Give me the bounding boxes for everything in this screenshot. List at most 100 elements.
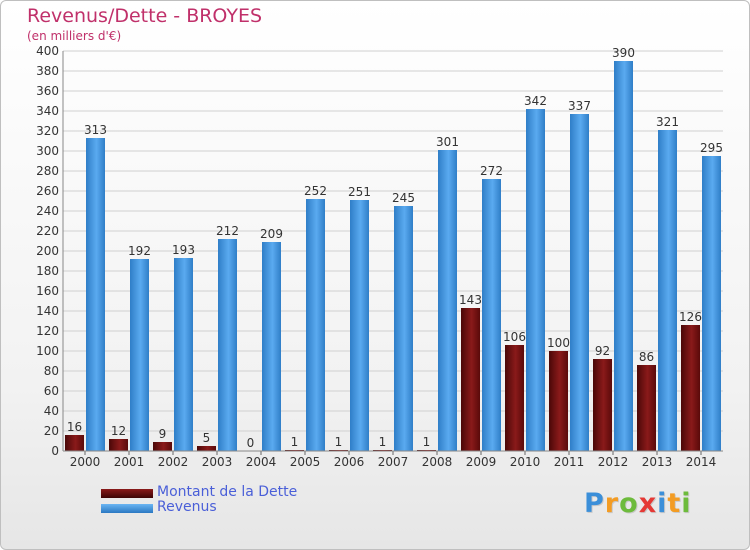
x-tick-label: 2014 (686, 455, 717, 469)
data-label-revenus: 212 (216, 224, 239, 238)
grid-lines (63, 50, 723, 452)
y-tick-label: 380 (36, 64, 59, 78)
y-tick-label: 120 (36, 324, 59, 338)
data-label-revenus: 193 (172, 243, 195, 257)
y-tick-label: 300 (36, 144, 59, 158)
data-label-debt: 1 (379, 435, 387, 449)
bar-debt (681, 325, 700, 451)
logo-letter: o (619, 488, 639, 519)
x-tick-label: 2002 (158, 455, 189, 469)
x-tick-label: 2004 (246, 455, 277, 469)
data-label-revenus: 390 (612, 46, 635, 60)
logo-letter: i (657, 488, 668, 519)
bar-debt (153, 442, 172, 451)
x-tick-label: 2012 (598, 455, 629, 469)
y-tick-label: 200 (36, 244, 59, 258)
y-tick-label: 60 (44, 384, 59, 398)
x-tick-label: 2011 (554, 455, 585, 469)
bar-revenus (86, 138, 105, 451)
bar-debt (461, 308, 480, 451)
x-tick-label: 2003 (202, 455, 233, 469)
y-tick-label: 320 (36, 124, 59, 138)
y-axis-ticks: 0 20 40 60 80 100 120 140 160 180 200 220 240 260 280 3… (36, 44, 59, 458)
data-label-debt: 5 (203, 431, 211, 445)
bar-debt (637, 365, 656, 451)
y-tick-label: 400 (36, 44, 59, 58)
logo-letter: i (681, 488, 692, 519)
x-tick-label: 2010 (510, 455, 541, 469)
bar-revenus (438, 150, 457, 451)
chart-title: Revenus/Dette - BROYES (27, 5, 263, 27)
y-tick-label: 160 (36, 284, 59, 298)
bar-revenus (570, 114, 589, 451)
bar-debt (109, 439, 128, 451)
bar-debt (505, 345, 524, 451)
y-tick-label: 140 (36, 304, 59, 318)
data-label-debt: 143 (459, 293, 482, 307)
x-tick-label: 2008 (422, 455, 453, 469)
bars (65, 61, 721, 451)
bar-debt (593, 359, 612, 451)
data-label-debt: 9 (159, 427, 167, 441)
data-label-debt: 1 (335, 435, 343, 449)
bar-revenus (350, 200, 369, 451)
chart-subtitle: (en milliers d'€) (27, 29, 122, 43)
data-label-debt: 106 (503, 330, 526, 344)
data-label-revenus: 342 (524, 94, 547, 108)
proxiti-logo: Proxiti (584, 488, 692, 519)
data-label-revenus: 245 (392, 191, 415, 205)
data-label-debt: 1 (291, 435, 299, 449)
data-label-revenus: 321 (656, 115, 679, 129)
bar-revenus (306, 199, 325, 451)
legend-label-debt: Montant de la Dette (157, 484, 298, 500)
data-label-revenus: 313 (84, 123, 107, 137)
logo-letter: x (638, 488, 658, 519)
data-label-debt: 126 (679, 310, 702, 324)
bar-revenus (394, 206, 413, 451)
x-tick-label: 2006 (334, 455, 365, 469)
bar-revenus (614, 61, 633, 451)
data-label-revenus: 272 (480, 164, 503, 178)
x-tick-label: 2000 (70, 455, 101, 469)
y-tick-label: 180 (36, 264, 59, 278)
data-label-revenus: 337 (568, 99, 591, 113)
logo-letter: t (667, 488, 682, 519)
y-tick-label: 0 (51, 444, 59, 458)
bar-revenus (482, 179, 501, 451)
y-tick-label: 80 (44, 364, 59, 378)
bar-revenus (218, 239, 237, 451)
x-tick-label: 2005 (290, 455, 321, 469)
x-tick-label: 2001 (114, 455, 145, 469)
legend-swatch-debt (101, 489, 153, 498)
data-label-revenus: 301 (436, 135, 459, 149)
y-tick-label: 20 (44, 424, 59, 438)
x-tick-label: 2013 (642, 455, 673, 469)
data-label-revenus: 209 (260, 227, 283, 241)
data-label-debt: 1 (423, 435, 431, 449)
x-axis-ticks: 2000 2001 2002 2003 2004 2005 2006 2007 2008 2009… (70, 451, 717, 469)
legend-label-revenus: Revenus (157, 499, 217, 515)
data-label-debt: 16 (67, 420, 82, 434)
y-tick-label: 100 (36, 344, 59, 358)
bar-debt (65, 435, 84, 451)
bar-revenus (262, 242, 281, 451)
bar-debt (197, 446, 216, 451)
x-tick-label: 2009 (466, 455, 497, 469)
data-label-debt: 0 (247, 436, 255, 450)
data-label-revenus: 192 (128, 244, 151, 258)
bar-revenus (702, 156, 721, 451)
y-tick-label: 360 (36, 84, 59, 98)
data-label-revenus: 295 (700, 141, 723, 155)
legend-swatch-revenus (101, 504, 153, 513)
data-labels: 16 313 12 192 9 193 5 212 0 209 1 252 1 251 1 245 1 301 14… (67, 46, 723, 450)
bar-revenus (526, 109, 545, 451)
data-label-revenus: 251 (348, 185, 371, 199)
data-label-debt: 92 (595, 344, 610, 358)
data-label-debt: 12 (111, 424, 126, 438)
bar-revenus (658, 130, 677, 451)
logo-letter: r (604, 488, 620, 519)
y-tick-label: 260 (36, 184, 59, 198)
x-tick-label: 2007 (378, 455, 409, 469)
y-tick-label: 40 (44, 404, 59, 418)
